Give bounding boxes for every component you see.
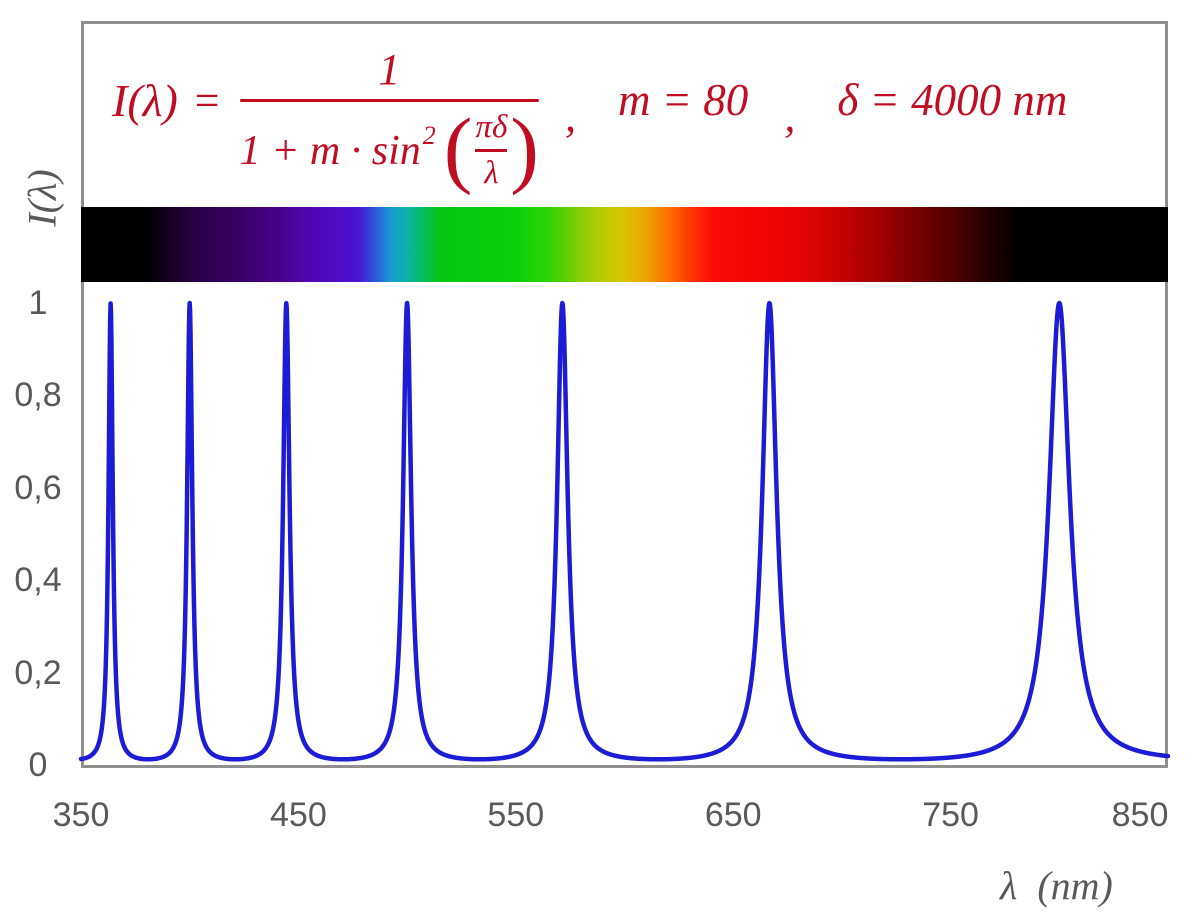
y-tick-label: 0,8 bbox=[14, 376, 62, 415]
intensity-curve bbox=[78, 300, 1171, 762]
open-paren: ( bbox=[443, 99, 473, 196]
formula-comma: , bbox=[784, 91, 796, 141]
param-m: m = 80 bbox=[617, 75, 749, 125]
intensity-curve-line bbox=[78, 300, 1171, 762]
y-tick-label: 1 bbox=[28, 284, 48, 322]
x-tick-label: 850 bbox=[1111, 796, 1169, 834]
formula-lhs: I(λ) bbox=[112, 74, 178, 126]
fraction-rule bbox=[239, 99, 539, 103]
formula-fraction: 1 1 + m · sin 2 ( πδ λ ) bbox=[239, 45, 539, 196]
plot-frame bbox=[81, 21, 1168, 768]
param-delta: δ = 4000 nm bbox=[837, 75, 1068, 125]
x-axis-title: λ (nm) bbox=[1000, 863, 1113, 908]
x-tick-label: 350 bbox=[52, 796, 110, 834]
inner-fraction-rule bbox=[475, 149, 508, 152]
formula-equals: = bbox=[191, 75, 222, 125]
inner-fraction: πδ λ bbox=[475, 109, 508, 191]
inner-numerator: πδ bbox=[475, 109, 508, 146]
y-tick-label: 0,4 bbox=[14, 561, 62, 600]
y-axis-title: I(λ) bbox=[19, 169, 65, 227]
spectrum-bar bbox=[81, 207, 1168, 282]
formula-denominator: 1 + m · sin 2 ( πδ λ ) bbox=[239, 99, 539, 196]
formula-numerator: 1 bbox=[378, 45, 401, 95]
y-tick-label: 0,6 bbox=[14, 468, 62, 507]
close-paren: ) bbox=[510, 99, 539, 196]
x-tick-label: 750 bbox=[922, 796, 979, 834]
x-tick-label: 650 bbox=[704, 796, 762, 834]
inner-denominator: λ bbox=[484, 154, 499, 191]
formula-comma: , bbox=[564, 91, 576, 141]
y-tick-label: 0,2 bbox=[14, 653, 62, 692]
denominator-text: 1 + m · sin bbox=[239, 127, 421, 174]
denominator-exponent: 2 bbox=[422, 120, 436, 150]
y-tick-label: 0 bbox=[28, 746, 48, 784]
formula: I(λ) = 1 1 + m · sin 2 ( πδ λ ) , m = 80… bbox=[112, 30, 1192, 191]
x-tick-label: 550 bbox=[487, 796, 545, 834]
x-tick-label: 450 bbox=[270, 796, 327, 834]
